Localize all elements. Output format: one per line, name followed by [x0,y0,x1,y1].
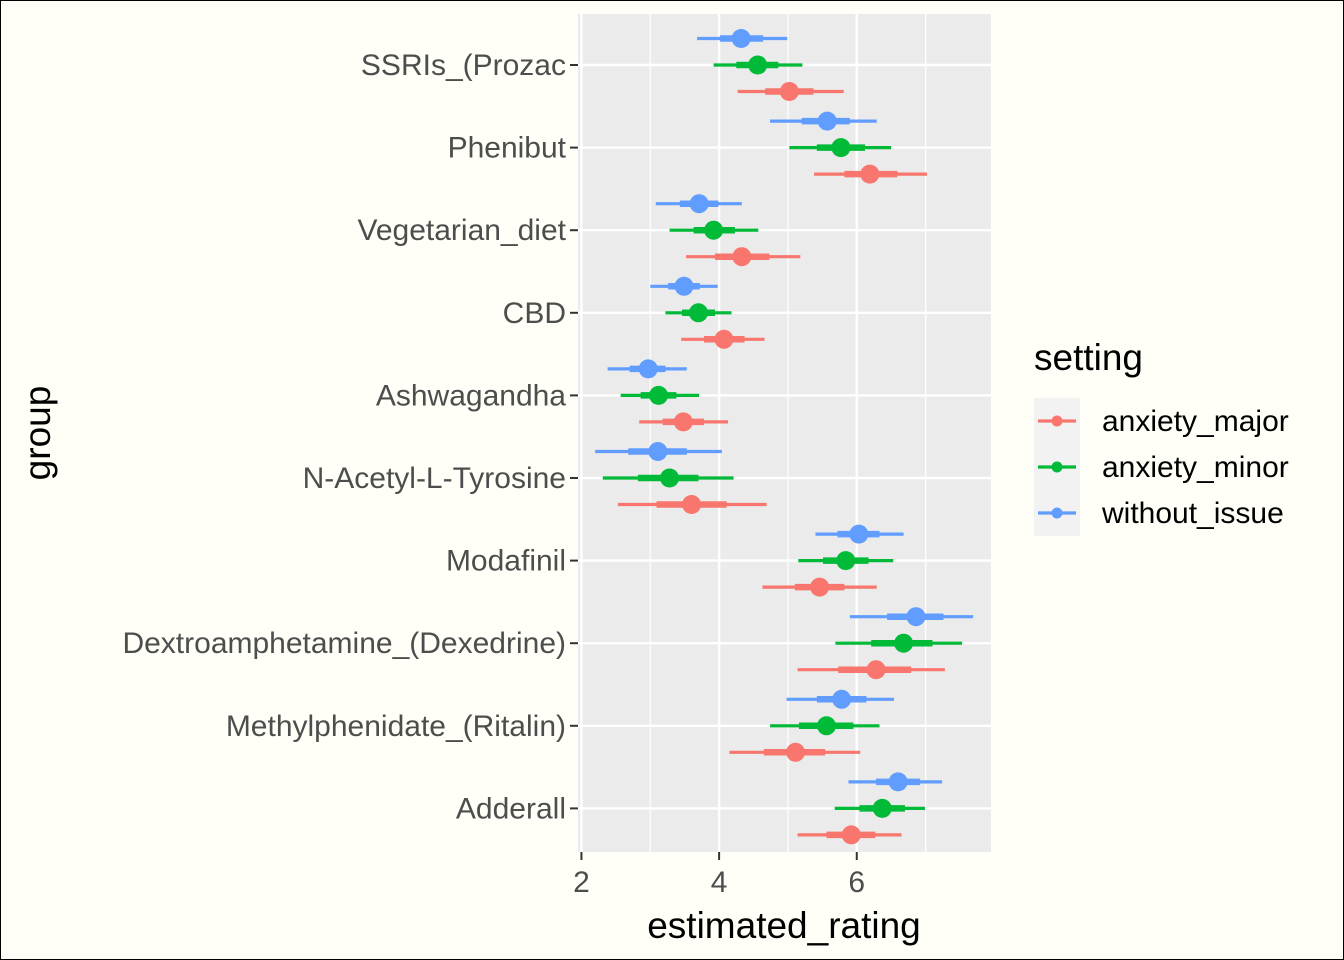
grid-minor [649,14,927,852]
data-point [816,716,836,736]
y-tick-label: Phenibut [448,132,567,165]
y-tick-label: CBD [503,297,566,330]
plot-panel [578,14,991,852]
data-point [682,495,702,514]
data-point [779,82,799,101]
y-tick-label: Adderall [456,792,566,825]
data-point [841,825,861,845]
data-point [660,468,680,488]
data-point [748,55,768,75]
data-point [872,798,892,818]
data-point [704,220,724,240]
data-point [638,359,658,379]
x-axis-title: estimated_rating [647,905,921,946]
data-point [732,247,752,267]
data-point [689,194,709,214]
data-point [849,524,869,544]
data-point [836,551,856,571]
data-point [831,138,851,158]
legend-label: anxiety_major [1102,405,1289,438]
data-point [714,329,734,349]
data-point [648,442,668,461]
legend: setting anxiety_major anxiety_minorwithou… [1034,337,1289,536]
y-tick-label: N-Acetyl-L-Tyrosine [303,462,566,495]
data-point [817,111,837,131]
legend-key-point [1051,461,1063,473]
x-tick-label: 6 [848,866,865,899]
y-tick-label: Dextroamphetamine_(Dexedrine) [122,627,566,660]
legend-key-point [1051,415,1063,427]
data-point [649,385,669,405]
data-point [673,412,693,432]
y-tick-label: Methylphenidate_(Ritalin) [226,710,566,743]
legend-title: setting [1034,337,1143,378]
x-axis: 2 4 6 [573,852,865,899]
y-tick-label: Vegetarian_diet [357,214,566,247]
data-point [860,164,880,184]
data-point [888,772,908,792]
legend-label: anxiety_minor [1102,451,1289,484]
data-point [894,633,914,653]
legend-label: without_issue [1101,497,1284,530]
chart-marks [595,29,974,845]
data-point [832,689,852,709]
y-axis-title: group [17,386,58,481]
y-tick-label: Ashwagandha [376,379,566,412]
y-tick-label: SSRIs_(Prozac [361,49,566,82]
y-tick-label: Modafinil [446,545,566,578]
y-axis: SSRIs_(Prozac Phenibut Vegetarian_diet CBD A… [122,49,578,825]
data-point [906,607,926,627]
x-tick-label: 2 [573,866,590,899]
legend-key-point [1051,507,1063,519]
data-point [688,303,708,323]
data-point [731,29,751,48]
data-point [674,276,694,296]
x-tick-label: 4 [711,866,728,899]
data-point [810,577,830,597]
data-point [786,742,806,762]
data-point [866,660,886,680]
